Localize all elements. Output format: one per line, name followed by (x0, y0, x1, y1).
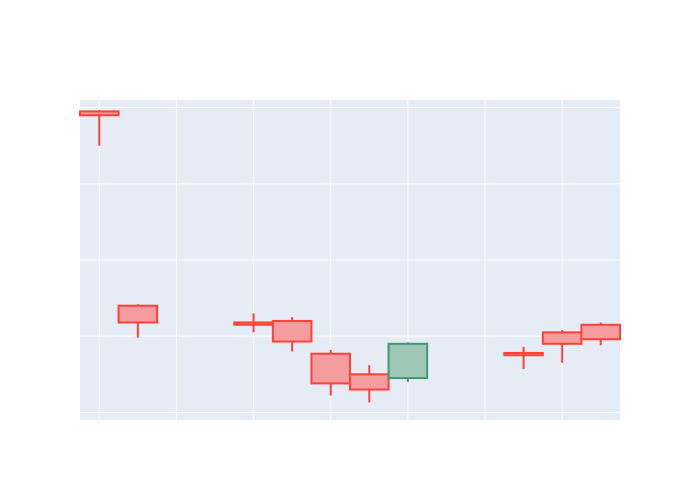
candle-body (79, 110, 120, 117)
candle-body (541, 331, 583, 345)
candle (580, 322, 622, 346)
candle-body (233, 321, 274, 326)
candle-body (310, 352, 351, 385)
candle (117, 304, 159, 338)
candle (271, 317, 313, 352)
grid-layer (80, 100, 620, 420)
candles-layer (79, 109, 622, 403)
candle (387, 342, 429, 382)
candle-body (117, 304, 159, 324)
candle-body (387, 342, 429, 380)
candle-body (271, 319, 313, 343)
candle-body (349, 373, 390, 391)
candle (310, 349, 351, 396)
candle (503, 346, 544, 369)
candle-body (580, 323, 622, 341)
candle (79, 109, 120, 146)
candle (349, 365, 390, 403)
candle-body (503, 351, 544, 357)
